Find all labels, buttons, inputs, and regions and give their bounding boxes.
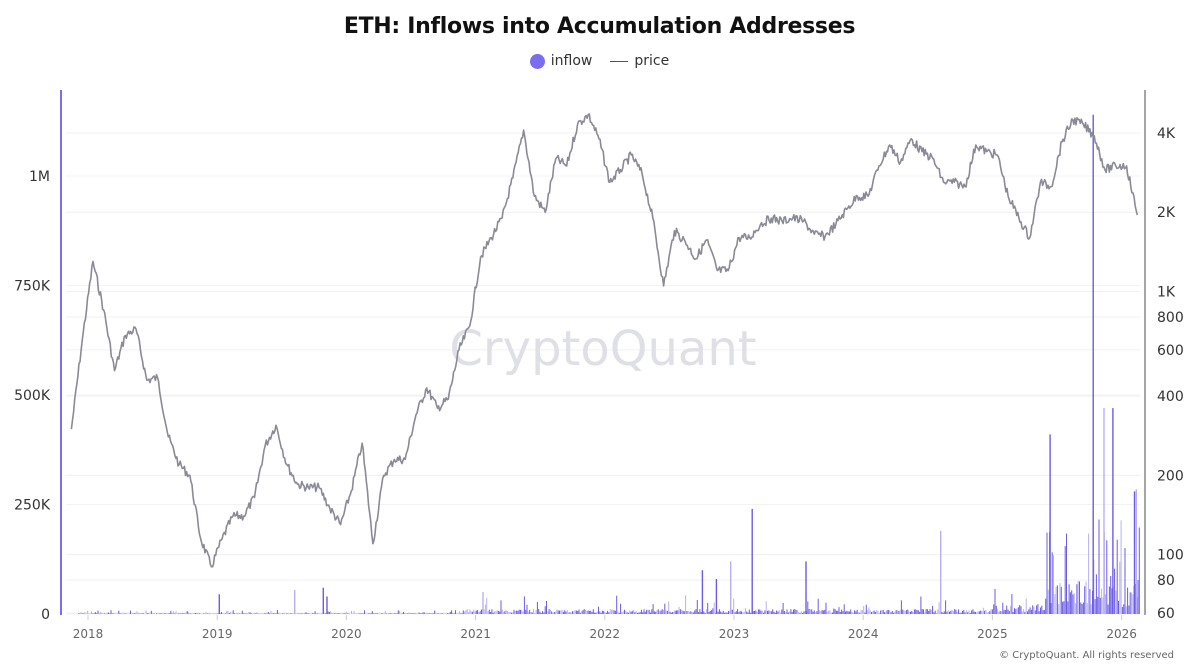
svg-text:60: 60 (1157, 606, 1175, 622)
right-axis-ticks: 60 80 100 200 400 600 800 1K 2K 4K (1157, 126, 1184, 622)
svg-text:2020: 2020 (331, 627, 362, 641)
svg-text:250K: 250K (14, 498, 51, 514)
svg-text:2018: 2018 (73, 627, 104, 641)
svg-text:2022: 2022 (590, 627, 621, 641)
legend-label-price: price (634, 53, 670, 69)
svg-text:800: 800 (1157, 310, 1184, 326)
svg-text:2024: 2024 (848, 627, 879, 641)
svg-text:600: 600 (1157, 343, 1184, 359)
price-line (70, 113, 1139, 568)
legend-label-inflow: inflow (550, 53, 593, 69)
svg-text:200: 200 (1157, 468, 1184, 484)
svg-text:2025: 2025 (977, 627, 1008, 641)
svg-text:400: 400 (1157, 389, 1184, 405)
x-axis-ticks: 2018 2019 2020 2021 2022 2023 2024 2025 2026 (73, 615, 1137, 641)
svg-text:2026: 2026 (1106, 627, 1137, 641)
copyright: © CryptoQuant. All rights reserved (999, 650, 1174, 661)
chart-title: ETH: Inflows into Accumulation Addresses (343, 14, 856, 39)
gridlines (66, 132, 1140, 615)
legend-item-inflow[interactable]: inflow (529, 53, 593, 69)
svg-text:1M: 1M (29, 169, 50, 185)
inflow-bars (78, 114, 1140, 614)
svg-text:0: 0 (41, 607, 50, 623)
svg-text:2021: 2021 (460, 627, 491, 641)
left-axis-ticks: 0 250K 500K 750K 1M (14, 169, 51, 623)
svg-text:1K: 1K (1157, 284, 1176, 300)
svg-text:750K: 750K (14, 279, 51, 295)
svg-text:4K: 4K (1157, 126, 1176, 142)
svg-text:500K: 500K (14, 388, 51, 404)
legend: inflow price (0, 53, 1199, 69)
svg-text:2023: 2023 (719, 627, 750, 641)
svg-text:2019: 2019 (202, 627, 233, 641)
legend-item-price[interactable]: price (610, 53, 669, 69)
watermark: CryptoQuant (449, 321, 756, 377)
price-line-icon (610, 60, 629, 62)
svg-text:80: 80 (1157, 573, 1175, 589)
svg-text:2K: 2K (1157, 205, 1176, 221)
inflow-dot-icon (529, 53, 545, 69)
svg-text:100: 100 (1157, 548, 1184, 564)
